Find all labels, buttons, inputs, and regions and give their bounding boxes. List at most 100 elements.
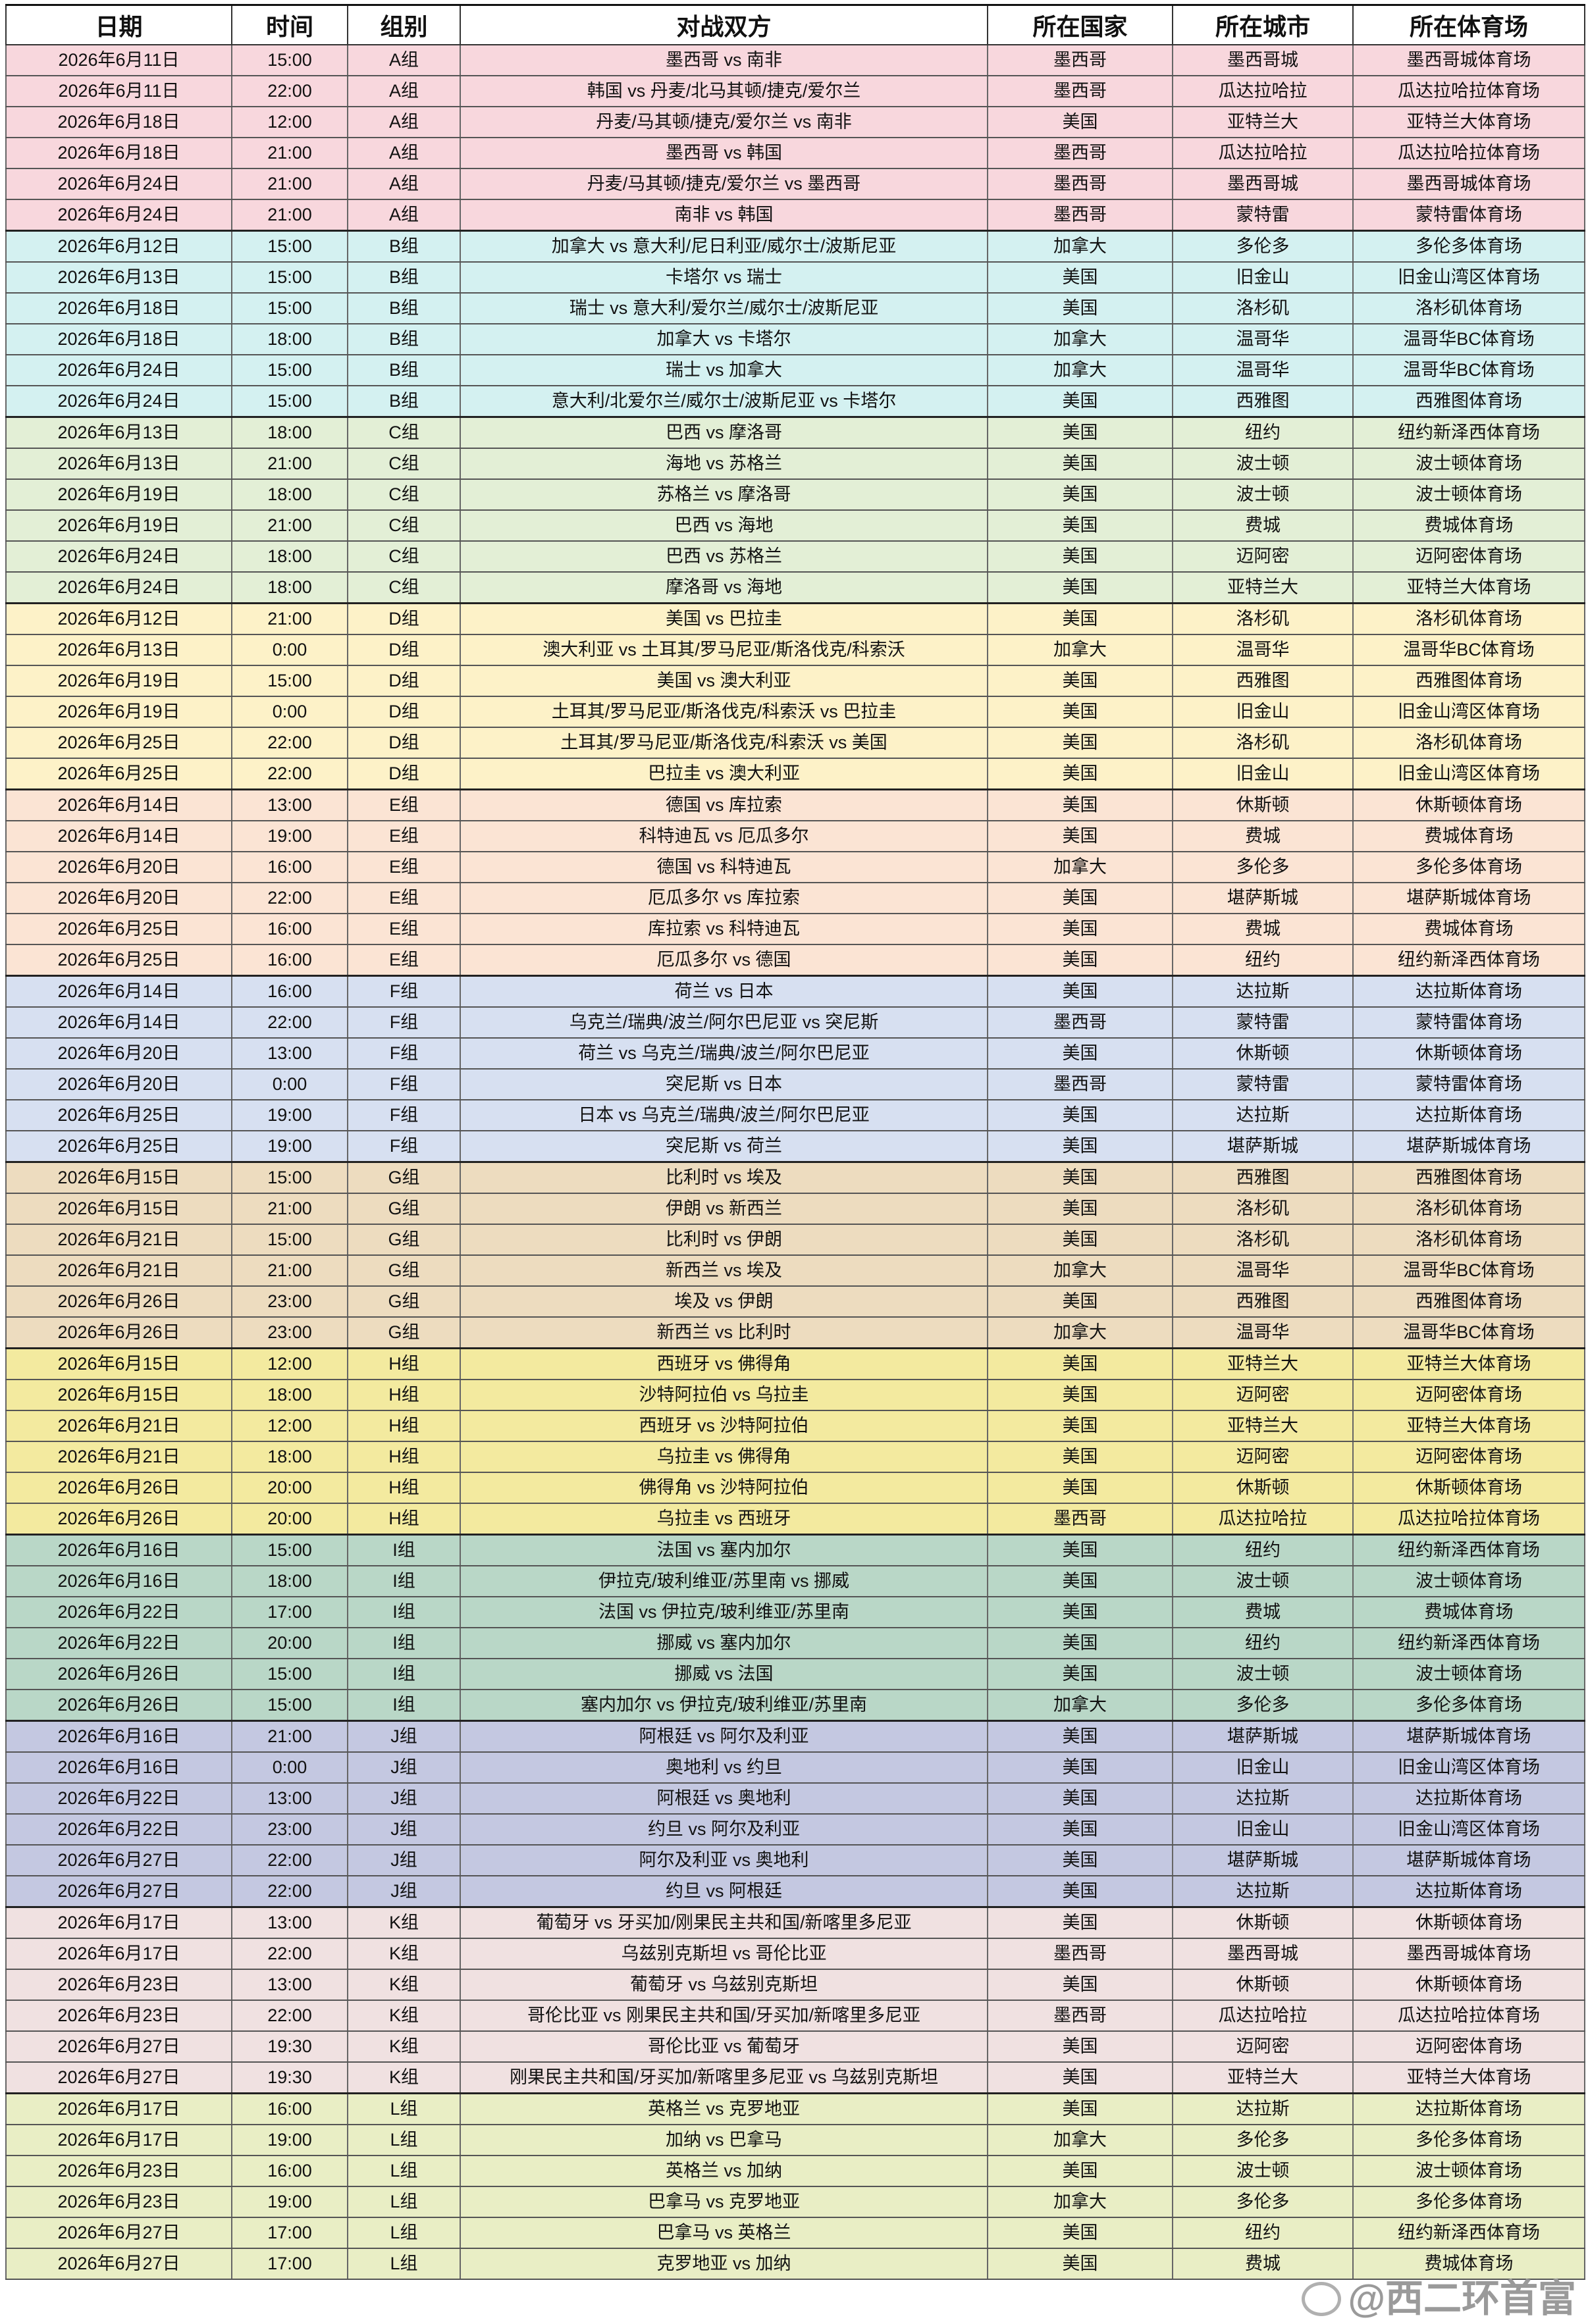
city-cell: 瓜达拉哈拉 (1172, 75, 1354, 107)
time-cell: 15:00 (231, 44, 348, 76)
date-cell: 2026年6月13日 (5, 416, 232, 449)
time-cell: 18:00 (231, 416, 348, 449)
table-row: 2026年6月26日 23:00 G组 埃及 vs 伊朗 美国 西雅图 西雅图体育场 (5, 1285, 1585, 1318)
stadium-cell: 西雅图体育场 (1352, 385, 1585, 418)
date-cell: 2026年6月25日 (5, 727, 232, 759)
table-row: 2026年6月26日 20:00 H组 乌拉圭 vs 西班牙 墨西哥 瓜达拉哈拉 瓜达拉哈拉… (5, 1503, 1585, 1536)
table-row: 2026年6月15日 15:00 G组 比利时 vs 埃及 美国 西雅图 西雅图体育场 (5, 1161, 1585, 1194)
group-cell: A组 (347, 106, 461, 138)
city-cell: 亚特兰大 (1172, 1347, 1354, 1380)
date-cell: 2026年6月18日 (5, 292, 232, 324)
date-cell: 2026年6月27日 (5, 1875, 232, 1908)
date-cell: 2026年6月14日 (5, 1006, 232, 1039)
table-row: 2026年6月16日 21:00 J组 阿根廷 vs 阿尔及利亚 美国 堪萨斯城 堪萨斯城体… (5, 1720, 1585, 1753)
group-cell: C组 (347, 571, 461, 604)
city-cell: 迈阿密 (1172, 540, 1354, 573)
group-cell: C组 (347, 448, 461, 480)
table-row: 2026年6月17日 13:00 K组 葡萄牙 vs 牙买加/刚果民主共和国/新喀里多… (5, 1906, 1585, 1939)
match-cell: 法国 vs 伊拉克/玻利维亚/苏里南 (460, 1596, 988, 1628)
table-row: 2026年6月24日 18:00 C组 巴西 vs 苏格兰 美国 迈阿密 迈阿密体育场 (5, 540, 1585, 573)
city-cell: 旧金山 (1172, 1751, 1354, 1784)
group-cell: L组 (347, 2092, 461, 2125)
city-cell: 费城 (1172, 820, 1354, 852)
country-cell: 美国 (987, 1720, 1173, 1753)
country-cell: 美国 (987, 820, 1173, 852)
group-cell: L组 (347, 2248, 461, 2280)
city-cell: 纽约 (1172, 944, 1354, 977)
stadium-cell: 达拉斯体育场 (1352, 2092, 1585, 2125)
stadium-cell: 亚特兰大体育场 (1352, 2061, 1585, 2094)
date-cell: 2026年6月14日 (5, 975, 232, 1008)
table-row: 2026年6月15日 21:00 G组 伊朗 vs 新西兰 美国 洛杉矶 洛杉矶体育场 (5, 1193, 1585, 1225)
city-cell: 温哥华 (1172, 354, 1354, 386)
match-cell: 伊朗 vs 新西兰 (460, 1193, 988, 1225)
stadium-cell: 旧金山湾区体育场 (1352, 261, 1585, 294)
stadium-cell: 多伦多体育场 (1352, 230, 1585, 263)
match-cell: 葡萄牙 vs 乌兹别克斯坦 (460, 1969, 988, 2001)
stadium-cell: 休斯顿体育场 (1352, 1037, 1585, 1070)
city-cell: 亚特兰大 (1172, 1410, 1354, 1442)
header-match: 对战双方 (460, 4, 988, 45)
match-cell: 摩洛哥 vs 海地 (460, 571, 988, 604)
match-cell: 奥地利 vs 约旦 (460, 1751, 988, 1784)
header-date: 日期 (5, 4, 232, 45)
time-cell: 12:00 (231, 1347, 348, 1380)
date-cell: 2026年6月27日 (5, 2061, 232, 2094)
country-cell: 美国 (987, 509, 1173, 542)
match-cell: 佛得角 vs 沙特阿拉伯 (460, 1472, 988, 1504)
table-row: 2026年6月13日 15:00 B组 卡塔尔 vs 瑞士 美国 旧金山 旧金山湾区体育场 (5, 261, 1585, 294)
group-cell: D组 (347, 602, 461, 635)
table-row: 2026年6月24日 18:00 C组 摩洛哥 vs 海地 美国 亚特兰大 亚特兰大体育场 (5, 571, 1585, 604)
group-cell: K组 (347, 2000, 461, 2032)
country-cell: 美国 (987, 1782, 1173, 1815)
group-cell: A组 (347, 199, 461, 232)
stadium-cell: 洛杉矶体育场 (1352, 292, 1585, 324)
country-cell: 美国 (987, 1193, 1173, 1225)
city-cell: 瓜达拉哈拉 (1172, 1503, 1354, 1536)
group-cell: J组 (347, 1844, 461, 1876)
match-cell: 乌兹别克斯坦 vs 哥伦比亚 (460, 1938, 988, 1970)
group-cell: E组 (347, 913, 461, 945)
stadium-cell: 迈阿密体育场 (1352, 1441, 1585, 1473)
table-row: 2026年6月23日 16:00 L组 英格兰 vs 加纳 美国 波士顿 波士顿体育场 (5, 2155, 1585, 2187)
country-cell: 美国 (987, 1534, 1173, 1566)
match-cell: 哥伦比亚 vs 刚果民主共和国/牙买加/新喀里多尼亚 (460, 2000, 988, 2032)
country-cell: 美国 (987, 2248, 1173, 2280)
country-cell: 加拿大 (987, 354, 1173, 386)
country-cell: 墨西哥 (987, 75, 1173, 107)
country-cell: 美国 (987, 261, 1173, 294)
city-cell: 多伦多 (1172, 2124, 1354, 2156)
stadium-cell: 波士顿体育场 (1352, 448, 1585, 480)
table-row: 2026年6月21日 15:00 G组 比利时 vs 伊朗 美国 洛杉矶 洛杉矶体育场 (5, 1224, 1585, 1256)
city-cell: 瓜达拉哈拉 (1172, 137, 1354, 169)
time-cell: 18:00 (231, 1441, 348, 1473)
match-cell: 德国 vs 科特迪瓦 (460, 851, 988, 883)
table-row: 2026年6月12日 15:00 B组 加拿大 vs 意大利/尼日利亚/威尔士/波斯尼… (5, 230, 1585, 263)
time-cell: 21:00 (231, 1254, 348, 1287)
city-cell: 达拉斯 (1172, 1099, 1354, 1131)
stadium-cell: 亚特兰大体育场 (1352, 1410, 1585, 1442)
time-cell: 19:30 (231, 2061, 348, 2094)
city-cell: 费城 (1172, 1596, 1354, 1628)
match-cell: 意大利/北爱尔兰/威尔士/波斯尼亚 vs 卡塔尔 (460, 385, 988, 418)
date-cell: 2026年6月13日 (5, 634, 232, 666)
city-cell: 费城 (1172, 913, 1354, 945)
table-row: 2026年6月18日 21:00 A组 墨西哥 vs 韩国 墨西哥 瓜达拉哈拉 瓜达拉哈拉体… (5, 137, 1585, 169)
city-cell: 达拉斯 (1172, 2092, 1354, 2125)
stadium-cell: 休斯顿体育场 (1352, 788, 1585, 821)
table-row: 2026年6月18日 15:00 B组 瑞士 vs 意大利/爱尔兰/威尔士/波斯尼亚美… (5, 292, 1585, 324)
stadium-cell: 达拉斯体育场 (1352, 1875, 1585, 1908)
match-cell: 突尼斯 vs 荷兰 (460, 1130, 988, 1163)
group-cell: K组 (347, 2030, 461, 2063)
table-row: 2026年6月22日 13:00 J组 阿根廷 vs 奥地利 美国 达拉斯 达拉斯体育场 (5, 1782, 1585, 1815)
time-cell: 16:00 (231, 2092, 348, 2125)
match-cell: 南非 vs 韩国 (460, 199, 988, 232)
header-stadium: 所在体育场 (1352, 4, 1585, 45)
table-row: 2026年6月20日 16:00 E组 德国 vs 科特迪瓦 加拿大 多伦多 多伦多体育场 (5, 851, 1585, 883)
country-cell: 美国 (987, 602, 1173, 635)
group-cell: L组 (347, 2217, 461, 2249)
date-cell: 2026年6月24日 (5, 199, 232, 232)
match-cell: 新西兰 vs 比利时 (460, 1316, 988, 1349)
stadium-cell: 纽约新泽西体育场 (1352, 2217, 1585, 2249)
city-cell: 纽约 (1172, 416, 1354, 449)
